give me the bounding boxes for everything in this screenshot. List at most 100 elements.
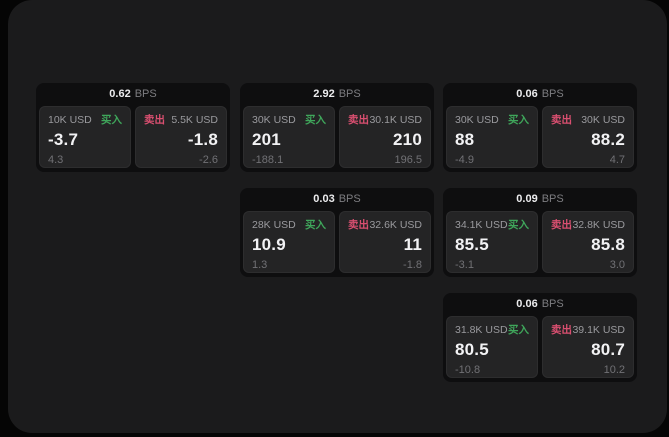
buy-side-label: 买入 [305, 219, 326, 231]
bps-value: 0.62 [109, 88, 131, 100]
buy-price: 85.5 [455, 235, 489, 254]
sell-notional: 32.6K USD [369, 219, 422, 231]
sell-price: 88.2 [591, 130, 625, 149]
buy-quote-tile[interactable]: 10K USD 买入 -3.7 4.3 [39, 106, 131, 168]
buy-notional: 30K USD [252, 114, 296, 126]
buy-quote-tile[interactable]: 31.8K USD 买入 80.5 -10.8 [446, 316, 538, 378]
card-header: 2.92 BPS [240, 83, 434, 106]
sell-notional: 30K USD [581, 114, 625, 126]
bps-unit-label: BPS [134, 88, 157, 100]
card-body: 28K USD 买入 10.9 1.3 卖出 32.6K USD 11 -1.8 [240, 211, 434, 277]
buy-notional: 31.8K USD [455, 324, 508, 336]
sell-tile-header: 卖出 5.5K USD [144, 114, 218, 127]
card-header: 0.06 BPS [443, 293, 637, 316]
bps-value: 2.92 [313, 88, 335, 100]
sell-side-label: 卖出 [551, 219, 572, 231]
card-header: 0.06 BPS [443, 83, 637, 106]
sell-price: 11 [403, 235, 422, 254]
buy-side-label: 买入 [508, 219, 529, 231]
sell-tile-header: 卖出 30K USD [551, 114, 625, 127]
sell-quote-tile[interactable]: 卖出 30K USD 88.2 4.7 [542, 106, 634, 168]
buy-delta: 1.3 [252, 259, 268, 271]
card-body: 30K USD 买入 88 -4.9 卖出 30K USD 88.2 4.7 [443, 106, 637, 172]
buy-quote-tile[interactable]: 28K USD 买入 10.9 1.3 [243, 211, 335, 273]
bps-unit-label: BPS [338, 193, 361, 205]
bps-unit-label: BPS [541, 193, 564, 205]
buy-notional: 10K USD [48, 114, 92, 126]
sell-notional: 30.1K USD [369, 114, 422, 126]
buy-price: 80.5 [455, 340, 489, 359]
sell-notional: 32.8K USD [572, 219, 625, 231]
card-header: 0.03 BPS [240, 188, 434, 211]
sell-side-label: 卖出 [348, 219, 369, 231]
buy-delta: -4.9 [455, 154, 474, 166]
card-header: 0.62 BPS [36, 83, 230, 106]
sell-price: -1.8 [187, 130, 218, 149]
buy-quote-tile[interactable]: 30K USD 买入 201 -188.1 [243, 106, 335, 168]
buy-tile-header: 28K USD 买入 [252, 219, 326, 232]
buy-tile-header: 10K USD 买入 [48, 114, 122, 127]
bps-unit-label: BPS [541, 88, 564, 100]
sell-delta: 10.2 [603, 364, 625, 376]
sell-tile-header: 卖出 39.1K USD [551, 324, 625, 337]
bps-unit-label: BPS [541, 298, 564, 310]
buy-tile-header: 30K USD 买入 [455, 114, 529, 127]
buy-side-label: 买入 [101, 114, 122, 126]
sell-quote-tile[interactable]: 卖出 32.8K USD 85.8 3.0 [542, 211, 634, 273]
sell-quote-tile[interactable]: 卖出 30.1K USD 210 196.5 [339, 106, 431, 168]
card-body: 30K USD 买入 201 -188.1 卖出 30.1K USD 210 1… [240, 106, 434, 172]
buy-price: 201 [252, 130, 281, 149]
sell-tile-header: 卖出 30.1K USD [348, 114, 422, 127]
buy-tile-header: 31.8K USD 买入 [455, 324, 529, 337]
quote-card: 0.09 BPS 34.1K USD 买入 85.5 -3.1 卖出 32.8K … [443, 188, 637, 277]
sell-delta: 4.7 [609, 154, 625, 166]
buy-quote-tile[interactable]: 34.1K USD 买入 85.5 -3.1 [446, 211, 538, 273]
buy-delta: -188.1 [252, 154, 284, 166]
bps-value: 0.06 [516, 88, 538, 100]
quote-card: 0.62 BPS 10K USD 买入 -3.7 4.3 卖出 5.5K USD … [36, 83, 230, 172]
sell-tile-header: 卖出 32.6K USD [348, 219, 422, 232]
buy-tile-header: 34.1K USD 买入 [455, 219, 529, 232]
buy-price: 10.9 [252, 235, 286, 254]
sell-delta: 3.0 [609, 259, 625, 271]
buy-notional: 34.1K USD [455, 219, 508, 231]
buy-delta: -3.1 [455, 259, 474, 271]
buy-side-label: 买入 [305, 114, 326, 126]
buy-notional: 28K USD [252, 219, 296, 231]
sell-delta: -2.6 [199, 154, 218, 166]
sell-tile-header: 卖出 32.8K USD [551, 219, 625, 232]
quote-card: 0.06 BPS 31.8K USD 买入 80.5 -10.8 卖出 39.1K… [443, 293, 637, 382]
app-panel: 0.62 BPS 10K USD 买入 -3.7 4.3 卖出 5.5K USD … [8, 0, 667, 433]
sell-price: 80.7 [591, 340, 625, 359]
sell-side-label: 卖出 [348, 114, 369, 126]
card-body: 31.8K USD 买入 80.5 -10.8 卖出 39.1K USD 80.… [443, 316, 637, 382]
buy-quote-tile[interactable]: 30K USD 买入 88 -4.9 [446, 106, 538, 168]
bps-value: 0.06 [516, 298, 538, 310]
sell-quote-tile[interactable]: 卖出 39.1K USD 80.7 10.2 [542, 316, 634, 378]
quote-card: 2.92 BPS 30K USD 买入 201 -188.1 卖出 30.1K U… [240, 83, 434, 172]
quote-card: 0.03 BPS 28K USD 买入 10.9 1.3 卖出 32.6K USD… [240, 188, 434, 277]
sell-notional: 39.1K USD [572, 324, 625, 336]
buy-price: -3.7 [48, 130, 79, 149]
buy-side-label: 买入 [508, 324, 529, 336]
card-header: 0.09 BPS [443, 188, 637, 211]
bps-unit-label: BPS [338, 88, 361, 100]
sell-delta: 196.5 [394, 154, 422, 166]
buy-delta: -10.8 [455, 364, 481, 376]
sell-side-label: 卖出 [551, 324, 572, 336]
sell-quote-tile[interactable]: 卖出 5.5K USD -1.8 -2.6 [135, 106, 227, 168]
buy-price: 88 [455, 130, 475, 149]
quote-card: 0.06 BPS 30K USD 买入 88 -4.9 卖出 30K USD 88… [443, 83, 637, 172]
sell-side-label: 卖出 [144, 114, 165, 126]
sell-price: 85.8 [591, 235, 625, 254]
card-body: 34.1K USD 买入 85.5 -3.1 卖出 32.8K USD 85.8… [443, 211, 637, 277]
bps-value: 0.03 [313, 193, 335, 205]
sell-price: 210 [393, 130, 422, 149]
buy-delta: 4.3 [48, 154, 64, 166]
sell-side-label: 卖出 [551, 114, 572, 126]
buy-side-label: 买入 [508, 114, 529, 126]
bps-value: 0.09 [516, 193, 538, 205]
buy-tile-header: 30K USD 买入 [252, 114, 326, 127]
sell-quote-tile[interactable]: 卖出 32.6K USD 11 -1.8 [339, 211, 431, 273]
